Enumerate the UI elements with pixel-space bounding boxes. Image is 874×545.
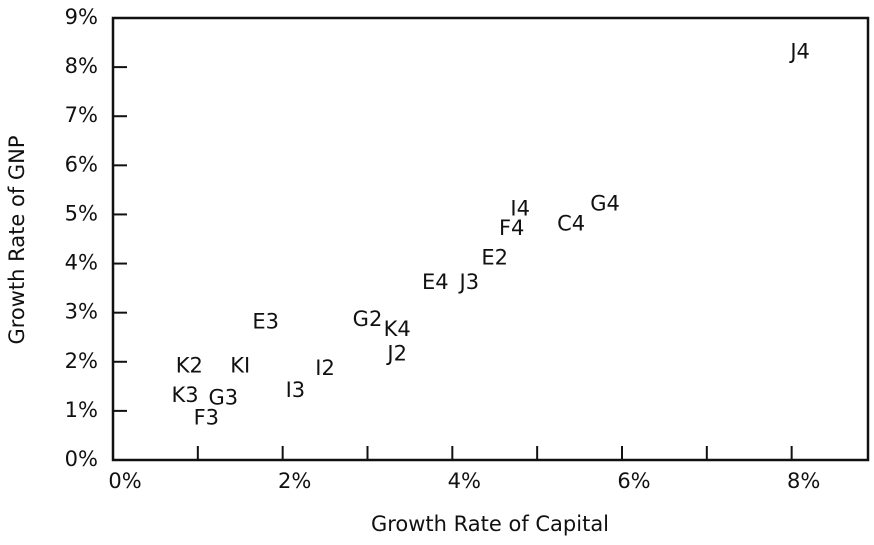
point-label: C4 (557, 211, 585, 235)
y-tick-label: 5% (65, 201, 98, 225)
point-label: F4 (499, 216, 524, 240)
point-label: KI (230, 354, 250, 378)
y-tick-label: 9% (65, 5, 98, 29)
point-label: E4 (422, 270, 449, 294)
point-label: K2 (176, 354, 203, 378)
x-tick-label: 4% (448, 469, 481, 493)
plot-frame (111, 16, 870, 462)
y-tick-label: 4% (65, 251, 98, 275)
x-tick-label: 8% (787, 469, 820, 493)
point-label: K3 (172, 383, 199, 407)
x-tick-label: 6% (617, 469, 650, 493)
point-label: K4 (384, 317, 411, 341)
point-label: I2 (315, 356, 335, 380)
y-tick-label: 7% (65, 103, 98, 127)
x-axis-label: Growth Rate of Capital (371, 512, 609, 536)
point-label: I3 (286, 378, 306, 402)
y-tick-label: 2% (65, 349, 98, 373)
point-label: I4 (510, 197, 530, 221)
x-tick-label: 0% (108, 469, 141, 493)
y-axis-label: Growth Rate of GNP (5, 135, 29, 344)
point-label: E3 (252, 309, 279, 333)
y-tick-label: 8% (65, 54, 98, 78)
y-tick-label: 3% (65, 300, 98, 324)
point-label: J4 (788, 39, 810, 63)
point-label: G2 (353, 307, 383, 331)
y-tick-label: 1% (65, 398, 98, 422)
y-tick-label: 0% (65, 447, 98, 471)
x-tick-label: 2% (278, 469, 311, 493)
point-label: G3 (208, 386, 238, 410)
point-label: E2 (481, 246, 508, 270)
point-label: J2 (385, 341, 407, 365)
point-label: J3 (458, 270, 480, 294)
y-tick-label: 6% (65, 152, 98, 176)
point-label: F3 (194, 405, 219, 429)
point-label: G4 (590, 192, 620, 216)
